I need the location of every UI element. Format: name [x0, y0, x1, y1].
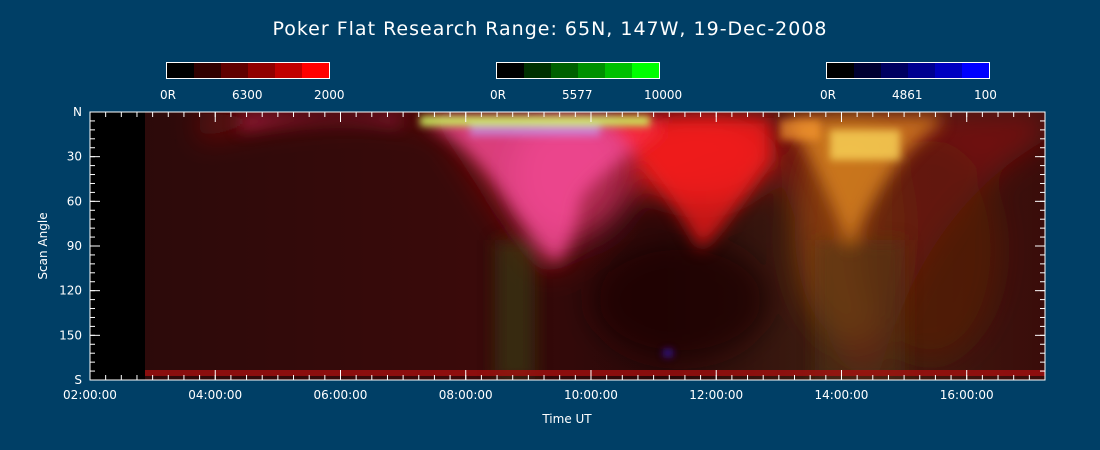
axes: 02:00:00 04:00:00 06:00:00 08:00:00 10:00:00… — [59, 105, 1046, 402]
colorbar-mid-label: 4861 — [892, 88, 923, 102]
y-axis-label: Scan Angle — [36, 212, 50, 279]
colorbar-swatch — [605, 63, 632, 78]
colorbar-swatch — [962, 63, 989, 78]
colorbar-swatch — [551, 63, 578, 78]
x-tick-label: 04:00:00 — [188, 388, 242, 402]
y-tick-label: N — [73, 105, 82, 119]
colorbar-swatch — [578, 63, 605, 78]
y-tick-label: 150 — [59, 328, 82, 342]
colorbar-swatch — [854, 63, 881, 78]
y-tick-label: 120 — [59, 284, 82, 298]
colorbar-swatch — [632, 63, 659, 78]
x-tick-label: 10:00:00 — [564, 388, 618, 402]
y-tick-label: S — [74, 373, 82, 387]
keogram-image — [90, 112, 1045, 380]
colorbar-swatch — [248, 63, 275, 78]
x-tick-label: 14:00:00 — [815, 388, 869, 402]
colorbar-6300 — [166, 62, 330, 79]
y-tick-label: 30 — [67, 150, 82, 164]
colorbar-swatch — [908, 63, 935, 78]
colorbar-swatch — [302, 63, 329, 78]
x-tick-label: 06:00:00 — [314, 388, 368, 402]
colorbar-swatch — [881, 63, 908, 78]
colorbar-5577 — [496, 62, 660, 79]
colorbar-swatch — [497, 63, 524, 78]
colorbar-mid-label: 5577 — [562, 88, 593, 102]
colorbar-swatch — [167, 63, 194, 78]
x-axis-label: Time UT — [541, 412, 592, 426]
colorbar-max-label: 10000 — [644, 88, 683, 102]
colorbar-4861 — [826, 62, 990, 79]
colorbar-max-label: 2000 — [314, 88, 345, 102]
x-tick-label: 02:00:00 — [63, 388, 117, 402]
colorbar-max-label: 100 — [974, 88, 997, 102]
colorbar-swatch — [935, 63, 962, 78]
x-tick-label: 12:00:00 — [689, 388, 743, 402]
colorbar-swatch — [221, 63, 248, 78]
x-tick-label: 16:00:00 — [940, 388, 994, 402]
colorbar-swatch — [827, 63, 854, 78]
y-tick-label: 90 — [67, 239, 82, 253]
colorbar-min-label: 0R — [160, 88, 176, 102]
colorbar-mid-label: 6300 — [232, 88, 263, 102]
colorbar-swatch — [275, 63, 302, 78]
chart-title: Poker Flat Research Range: 65N, 147W, 19… — [272, 18, 828, 40]
colorbar-swatch — [194, 63, 221, 78]
x-tick-label: 08:00:00 — [439, 388, 493, 402]
colorbar-swatch — [524, 63, 551, 78]
colorbar-min-label: 0R — [490, 88, 506, 102]
y-tick-label: 60 — [67, 194, 82, 208]
colorbar-min-label: 0R — [820, 88, 836, 102]
